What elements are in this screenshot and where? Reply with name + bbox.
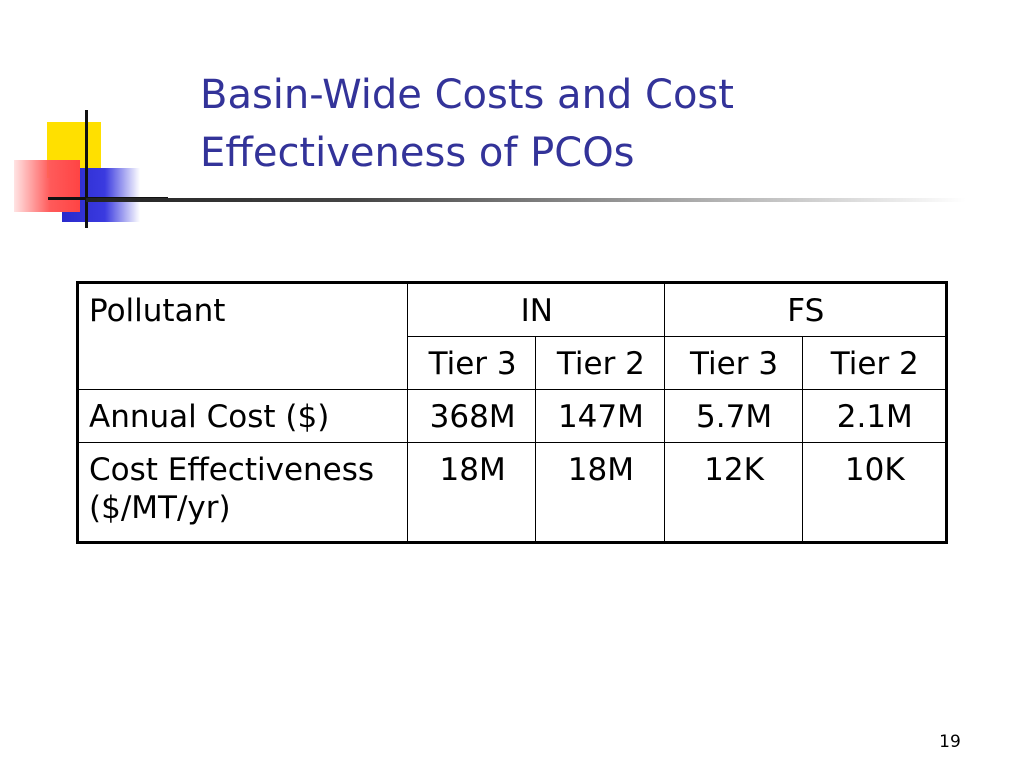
subheader-in-tier3: Tier 3 xyxy=(406,336,537,390)
table-header-row: Pollutant IN FS xyxy=(77,282,948,390)
slide-title-line-2: Effectiveness of PCOs xyxy=(200,130,635,176)
title-divider-rule xyxy=(86,198,966,202)
cell-annual-cost-in-tier3: 368M xyxy=(406,389,537,443)
subheader-fs-tier3: Tier 3 xyxy=(663,336,803,390)
logo-vertical-line xyxy=(85,110,88,228)
cell-annual-cost-in-tier2: 147M xyxy=(535,389,665,443)
table-row: Cost Effectiveness ($/MT/yr) 18M 18M 12K… xyxy=(77,442,948,543)
row-label-cost-effectiveness-line-1: Cost Effectiveness xyxy=(89,452,375,488)
cell-cost-effectiveness-fs-tier3: 12K xyxy=(663,442,803,543)
row-label-cost-effectiveness: Cost Effectiveness ($/MT/yr) xyxy=(77,442,408,543)
cell-cost-effectiveness-in-tier2: 18M xyxy=(535,442,665,543)
cell-cost-effectiveness-in-tier3: 18M xyxy=(406,442,537,543)
header-group-in: IN xyxy=(406,282,665,337)
cell-cost-effectiveness-fs-tier2: 10K xyxy=(801,442,948,543)
page-number: 19 xyxy=(939,732,961,752)
table-subheader-row: Tier 3 Tier 2 Tier 3 Tier 2 xyxy=(78,336,948,390)
table-row: Annual Cost ($) 368M 147M 5.7M 2.1M xyxy=(77,389,948,443)
header-group-fs: FS xyxy=(663,282,948,337)
decorative-logo-icon xyxy=(0,100,168,240)
subheader-in-tier2: Tier 2 xyxy=(535,336,665,390)
cell-annual-cost-fs-tier3: 5.7M xyxy=(663,389,803,443)
slide-title: Basin-Wide Costs and Cost Effectiveness … xyxy=(200,66,980,182)
red-square-shape xyxy=(14,160,80,212)
row-label-cost-effectiveness-line-2: ($/MT/yr) xyxy=(89,490,231,526)
slide-title-line-1: Basin-Wide Costs and Cost xyxy=(200,72,734,118)
header-pollutant: Pollutant xyxy=(77,282,408,390)
cell-annual-cost-fs-tier2: 2.1M xyxy=(801,389,948,443)
cost-table: Pollutant IN FS Tier 3 Tier 2 Tier 3 Tie… xyxy=(76,281,948,544)
subheader-fs-tier2: Tier 2 xyxy=(801,336,948,390)
row-label-annual-cost: Annual Cost ($) xyxy=(77,389,408,443)
